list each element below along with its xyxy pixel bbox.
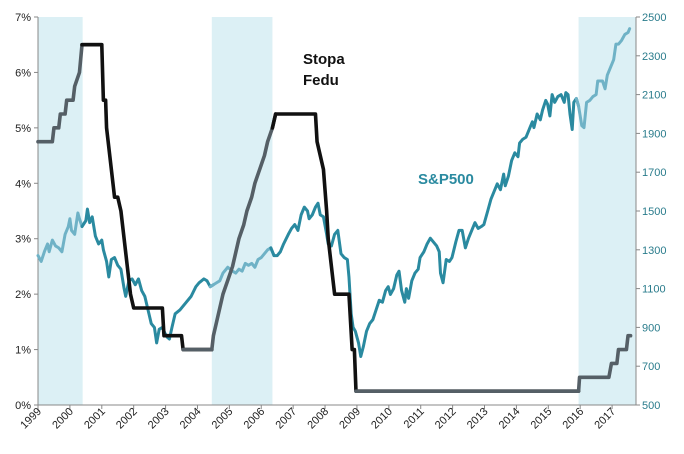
shaded-period-2: [211, 17, 273, 405]
y-left-tick-label: 4%: [15, 178, 31, 190]
y-right-tick-label: 1700: [642, 167, 666, 179]
y-left-tick-label: 0%: [15, 400, 31, 412]
series-lines: [36, 27, 633, 393]
y-left-tick-label: 5%: [15, 123, 31, 135]
sp500-label: S&P500: [418, 171, 474, 188]
y-axis-right: 500 700 900 1100 1300 1500 1700 1900 2100 2300 250…: [636, 12, 666, 412]
sp500-line-segment-1: [36, 211, 88, 263]
y-right-tick-label: 1900: [642, 128, 666, 140]
fed-rate-label-line2: Fedu: [303, 72, 339, 89]
y-left-tick-label: 3%: [15, 234, 31, 246]
x-tick-label: 2001: [82, 406, 108, 432]
sp500-line-segment-2: [80, 207, 215, 345]
sp500-line-segment-5: [574, 27, 632, 130]
fed-rate-line-segment-1: [36, 42, 104, 144]
y-right-tick-label: 500: [642, 400, 660, 412]
y-right-tick-label: 900: [642, 322, 660, 334]
fed-rate-line-segment-4: [270, 112, 581, 393]
x-tick-label: 2008: [305, 406, 331, 432]
x-tick-label: 2011: [402, 406, 427, 431]
x-tick-label: 2003: [146, 406, 172, 432]
y-right-tick-label: 2300: [642, 51, 666, 63]
x-tick-label: 2000: [50, 406, 76, 432]
x-tick-label: 2009: [337, 406, 363, 432]
x-tick-label: 2004: [178, 406, 204, 432]
y-axis-left: 0% 1% 2% 3% 4% 5% 6% 7%: [15, 12, 38, 412]
y-right-tick-label: 1500: [642, 206, 666, 218]
y-left-tick-label: 1%: [15, 345, 31, 357]
y-right-tick-label: 2100: [642, 90, 666, 102]
x-tick-label: 2017: [592, 406, 618, 432]
y-left-tick-label: 6%: [15, 67, 31, 79]
y-left-tick-label: 2%: [15, 289, 31, 301]
x-tick-label: 2014: [497, 406, 523, 432]
y-left-tick-label: 7%: [15, 12, 31, 24]
fed-rate-line-segment-3: [181, 112, 278, 352]
fed-rate-line-segment-5: [354, 333, 633, 393]
y-right-tick-label: 1300: [642, 245, 666, 257]
x-tick-label: 2016: [561, 406, 587, 432]
shaded-period-1: [38, 17, 83, 405]
fed-rate-line-segment-2: [80, 42, 214, 352]
x-tick-label: 2012: [433, 406, 459, 432]
x-tick-label: 2002: [114, 406, 140, 432]
x-tick-label: 2006: [242, 406, 268, 432]
x-tick-label: 2005: [210, 406, 236, 432]
sp500-line-segment-3: [208, 246, 276, 289]
x-tick-label: 2013: [465, 406, 491, 432]
x-tick-label: 2015: [529, 406, 555, 432]
x-tick-label: 2010: [369, 406, 395, 432]
x-tick-label: 2007: [273, 406, 299, 432]
fed-rate-label-line1: Stopa: [303, 51, 345, 68]
y-right-tick-label: 700: [642, 361, 660, 373]
y-right-tick-label: 2500: [642, 12, 666, 24]
y-right-tick-label: 1100: [642, 284, 666, 296]
